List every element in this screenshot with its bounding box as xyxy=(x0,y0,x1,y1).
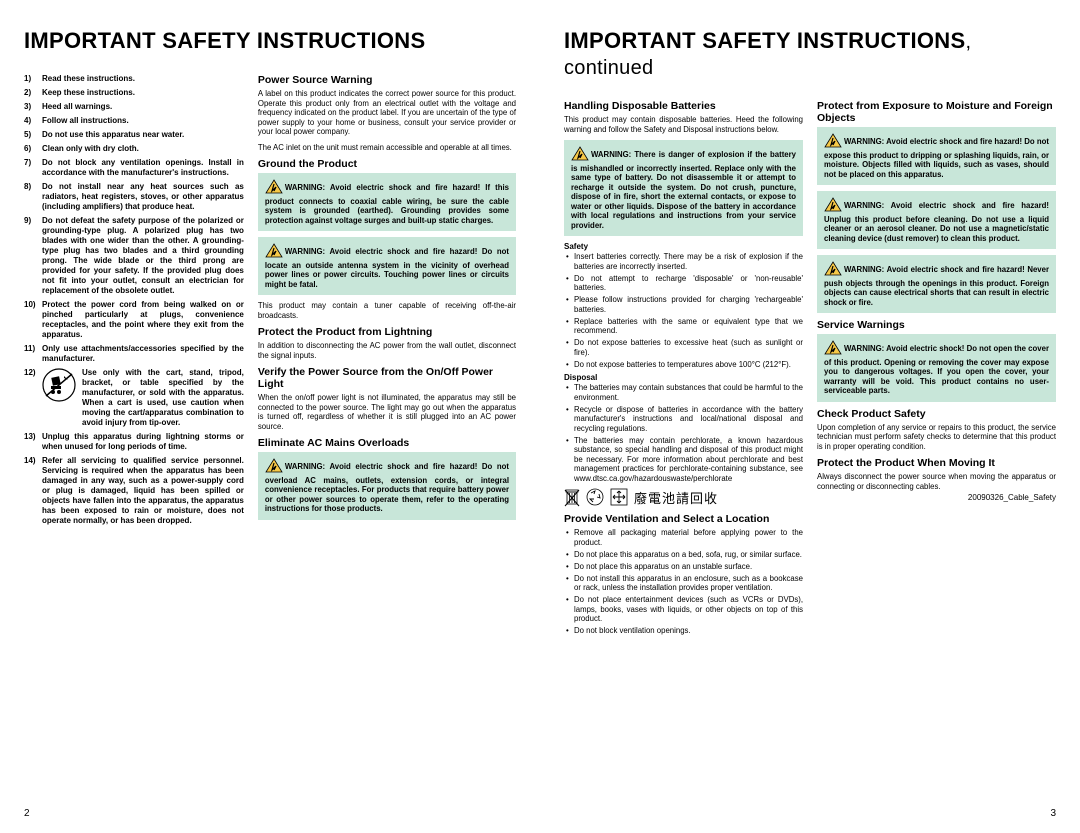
list-item: Do not place this apparatus on an unstab… xyxy=(564,562,803,572)
recycle-row: 廢電池請回收 xyxy=(564,487,803,507)
overload-warning: WARNING: Avoid electric shock and fire h… xyxy=(258,452,516,520)
list-item: Replace batteries with the same or equiv… xyxy=(564,317,803,336)
instruction-item: Refer all servicing to qualified service… xyxy=(24,456,244,526)
safety-list: Insert batteries correctly. There may be… xyxy=(564,252,803,369)
service-warn-text: WARNING: Avoid electric shock! Do not op… xyxy=(824,344,1049,395)
list-item: Do not install this apparatus in an encl… xyxy=(564,574,803,593)
lightning-icon xyxy=(265,243,283,261)
arrows-icon xyxy=(610,488,628,506)
disposal-subhead: Disposal xyxy=(564,373,803,382)
left-columns: Read these instructions. Keep these instr… xyxy=(24,74,516,530)
instruction-item: Use only with the cart, stand, tripod, b… xyxy=(24,368,244,428)
doc-code: 20090326_Cable_Safety xyxy=(817,493,1056,502)
moisture-warning-1: WARNING: Avoid electric shock and fire h… xyxy=(817,127,1056,185)
list-item: Please follow instructions provided for … xyxy=(564,295,803,314)
moisture-warn3-text: WARNING: Avoid electric shock and fire h… xyxy=(824,265,1049,307)
cart-tip-icon xyxy=(42,368,76,402)
moisture-warning-3: WARNING: Avoid electric shock and fire h… xyxy=(817,255,1056,313)
list-item: Remove all packaging material before app… xyxy=(564,528,803,547)
disposal-list: The batteries may contain substances tha… xyxy=(564,383,803,483)
lightning-icon xyxy=(571,146,589,164)
page-right: IMPORTANT SAFETY INSTRUCTIONS, continued… xyxy=(540,0,1080,833)
list-item: Do not block ventilation openings. xyxy=(564,626,803,636)
ventilation-title: Provide Ventilation and Select a Locatio… xyxy=(564,513,803,525)
lightning-icon xyxy=(824,261,842,279)
instruction-item: Follow all instructions. xyxy=(24,116,244,126)
list-item: The batteries may contain substances tha… xyxy=(564,383,803,402)
check-body: Upon completion of any service or repair… xyxy=(817,423,1056,452)
numbered-instructions: Read these instructions. Keep these instr… xyxy=(24,74,244,526)
crossed-bin-icon xyxy=(564,487,580,507)
instruction-item: Do not use this apparatus near water. xyxy=(24,130,244,140)
instruction-item: Protect the power cord from being walked… xyxy=(24,300,244,340)
lightning-icon xyxy=(824,340,842,358)
lightning-icon xyxy=(265,179,283,197)
list-item: The batteries may contain perchlorate, a… xyxy=(564,436,803,484)
ground-warn-text: WARNING: Avoid electric shock and fire h… xyxy=(265,183,509,225)
service-warning: WARNING: Avoid electric shock! Do not op… xyxy=(817,334,1056,402)
batteries-title: Handling Disposable Batteries xyxy=(564,100,803,112)
moisture-warning-2: WARNING: Avoid electric shock and fire h… xyxy=(817,191,1056,249)
lightning-icon xyxy=(265,458,283,476)
instruction-item: Only use attachments/accessories specifi… xyxy=(24,344,244,364)
overload-warn-text: WARNING: Avoid electric shock and fire h… xyxy=(265,462,509,513)
instruction-item: Do not install near any heat sources suc… xyxy=(24,182,244,212)
page-left: IMPORTANT SAFETY INSTRUCTIONS Read these… xyxy=(0,0,540,833)
ground-title: Ground the Product xyxy=(258,158,516,170)
cjk-recycle-text: 廢電池請回收 xyxy=(634,488,718,507)
moving-body: Always disconnect the power source when … xyxy=(817,472,1056,491)
right-col-2: Protect from Exposure to Moisture and Fo… xyxy=(817,100,1056,640)
batteries-warning: WARNING: There is danger of explosion if… xyxy=(564,140,803,236)
power-source-body: A label on this product indicates the co… xyxy=(258,89,516,137)
safety-subhead: Safety xyxy=(564,242,803,251)
left-col-1: Read these instructions. Keep these instr… xyxy=(24,74,244,530)
list-item: Do not attempt to recharge 'disposable' … xyxy=(564,274,803,293)
list-item: Do not place entertainment devices (such… xyxy=(564,595,803,624)
list-item: Do not expose batteries to excessive hea… xyxy=(564,338,803,357)
instruction-item: Do not defeat the safety purpose of the … xyxy=(24,216,244,296)
page-title-left: IMPORTANT SAFETY INSTRUCTIONS xyxy=(24,28,516,54)
lightning-icon xyxy=(824,197,842,215)
power-source-body2: The AC inlet on the unit must remain acc… xyxy=(258,143,516,153)
ground-body: This product may contain a tuner capable… xyxy=(258,301,516,320)
power-source-title: Power Source Warning xyxy=(258,74,516,86)
verify-title: Verify the Power Source from the On/Off … xyxy=(258,366,516,390)
recycle-icon xyxy=(586,488,604,506)
ventilation-list: Remove all packaging material before app… xyxy=(564,528,803,636)
list-item: Do not place this apparatus on a bed, so… xyxy=(564,550,803,560)
page-number-left: 2 xyxy=(24,808,30,819)
left-col-2: Power Source Warning A label on this pro… xyxy=(258,74,516,530)
instruction-item: Heed all warnings. xyxy=(24,102,244,112)
ground-warn2-text: WARNING: Avoid electric shock and fire h… xyxy=(265,247,509,289)
instruction-item: Read these instructions. xyxy=(24,74,244,84)
instruction-item: Do not block any ventilation openings. I… xyxy=(24,158,244,178)
moisture-warn2-text: WARNING: Avoid electric shock and fire h… xyxy=(824,201,1049,243)
lightning-icon xyxy=(824,133,842,151)
service-title: Service Warnings xyxy=(817,319,1056,331)
list-item: Recycle or dispose of batteries in accor… xyxy=(564,405,803,434)
moving-title: Protect the Product When Moving It xyxy=(817,457,1056,469)
moisture-warn1-text: WARNING: Avoid electric shock and fire h… xyxy=(824,137,1049,179)
lightning-title: Protect the Product from Lightning xyxy=(258,326,516,338)
ground-warning-1: WARNING: Avoid electric shock and fire h… xyxy=(258,173,516,231)
batteries-body: This product may contain disposable batt… xyxy=(564,115,803,134)
list-item: Insert batteries correctly. There may be… xyxy=(564,252,803,271)
right-col-1: Handling Disposable Batteries This produ… xyxy=(564,100,803,640)
list-item: Do not expose batteries to temperatures … xyxy=(564,360,803,370)
right-columns: Handling Disposable Batteries This produ… xyxy=(564,100,1056,640)
page-title-right-main: IMPORTANT SAFETY INSTRUCTIONS xyxy=(564,28,965,53)
instruction-item: Clean only with dry cloth. xyxy=(24,144,244,154)
batteries-warn-text: WARNING: There is danger of explosion if… xyxy=(571,150,796,230)
ground-warning-2: WARNING: Avoid electric shock and fire h… xyxy=(258,237,516,295)
page-title-right: IMPORTANT SAFETY INSTRUCTIONS, continued xyxy=(564,28,1056,80)
instruction-item: Keep these instructions. xyxy=(24,88,244,98)
verify-body: When the on/off power light is not illum… xyxy=(258,393,516,431)
page-number-right: 3 xyxy=(1050,808,1056,819)
check-title: Check Product Safety xyxy=(817,408,1056,420)
lightning-body: In addition to disconnecting the AC powe… xyxy=(258,341,516,360)
moisture-title: Protect from Exposure to Moisture and Fo… xyxy=(817,100,1056,124)
instruction-item: Unplug this apparatus during lightning s… xyxy=(24,432,244,452)
page-spread: IMPORTANT SAFETY INSTRUCTIONS Read these… xyxy=(0,0,1080,833)
overload-title: Eliminate AC Mains Overloads xyxy=(258,437,516,449)
